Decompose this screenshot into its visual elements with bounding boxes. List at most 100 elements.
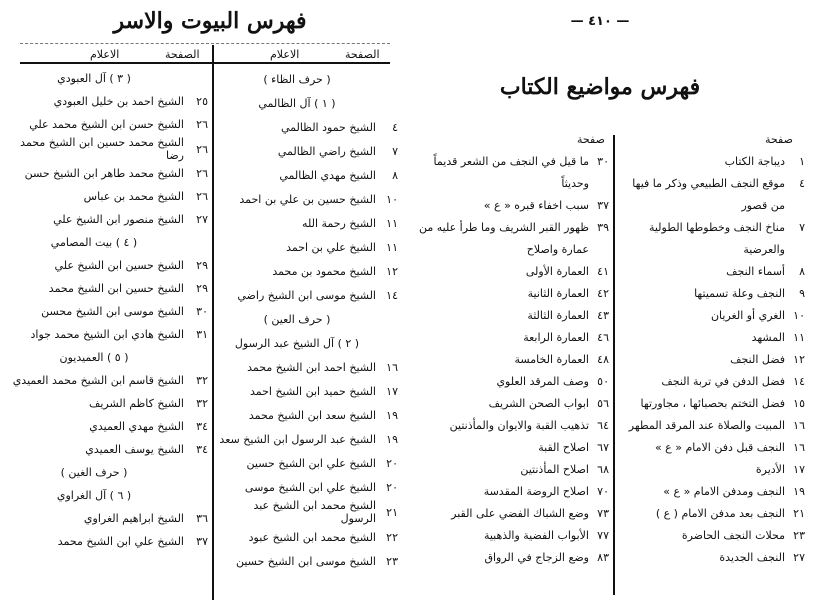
header-name-left: الاعلام	[90, 48, 120, 61]
right-page-column-divider	[613, 135, 615, 595]
entry-text: ( ٤ ) بيت المصامي	[50, 236, 138, 249]
index-entry: وحديثاً	[414, 172, 609, 194]
entry-text: مناخ النجف وخطوطها الطولية	[648, 220, 785, 234]
entry-text: الشيخ حمود الظالمي	[280, 120, 376, 134]
index-entry: ٣٩ ظهور القبر الشريف وما طرأ عليه من	[414, 216, 609, 238]
index-entry: ١٦ النجف قبل دفن الامام « ع »	[619, 436, 805, 458]
header-page-left: الصفحة	[165, 48, 200, 61]
entry-page-number: ٢٣	[793, 528, 805, 542]
entry-text: الشيخ موسى ابن الشيخ راضي	[237, 288, 376, 302]
index-entry: ٢١ النجف بعد مدفن الامام ( ع )	[619, 502, 805, 524]
entry-text: اصلاح القبة	[538, 440, 589, 454]
entry-page-number: ٢٣	[386, 554, 398, 568]
index-entry: ٤ موقع النجف الطبيعي وذكر ما فيها	[619, 172, 805, 194]
index-entry: ٥٦ ابواب الصحن الشريف	[414, 392, 609, 414]
entry-page-number: ٣١	[196, 328, 208, 341]
entry-page-number: ٨٣	[597, 550, 609, 564]
entry-text: الشيخ قاسم ابن الشيخ محمد العميدي	[12, 374, 184, 387]
index-entry: ٧ مناخ النجف وخطوطها الطولية	[619, 216, 805, 238]
entry-page-number: ٤٦	[597, 330, 609, 344]
index-entry: ١٥ فضل التختم بحصبائها ، مجاورتها	[619, 392, 805, 414]
entry-page-number: ١٦	[793, 440, 805, 454]
section-heading: ( ٤ ) بيت المصامي	[4, 231, 208, 254]
left-page-left-column: ( ٣ ) آل العبودي ٢٥ الشيخ احمد بن خليل الع…	[4, 67, 208, 553]
entry-page-number: ٥٦	[597, 396, 609, 410]
entry-text: الشيخ ابراهيم الغراوي	[83, 512, 184, 525]
entry-text: ظهور القبر الشريف وما طرأ عليه من	[418, 220, 589, 234]
index-entry: ٣٠ الشيخ موسى ابن الشيخ محسن	[4, 300, 208, 323]
entry-text: الشيخ هادي ابن الشيخ محمد جواد	[30, 328, 184, 341]
entry-text: ( حرف الغين )	[60, 466, 128, 479]
title-dashed-rule	[20, 43, 390, 44]
index-entry: ٧٧ الأبواب الفضية والذهبية	[414, 524, 609, 546]
entry-text: الشيخ موسى ابن الشيخ محسن	[41, 305, 184, 318]
entry-text: الشيخ علي ابن الشيخ موسى	[244, 480, 376, 494]
header-page-col-right: صفحة	[765, 133, 793, 146]
entry-text: الشيخ حسين بن علي بن احمد	[239, 192, 376, 206]
entry-page-number: ٧	[392, 144, 398, 158]
index-entry: ٧٣ وضع الشباك الفضي على القبر	[414, 502, 609, 524]
entry-text: الشيخ علي بن احمد	[286, 240, 376, 254]
index-entry: ٨ أسماء النجف	[619, 260, 805, 282]
header-page-col-left: صفحة	[577, 133, 605, 146]
entry-page-number: ١٦	[386, 360, 398, 374]
entry-text: وصف المرقد العلوي	[496, 374, 589, 388]
entry-text: الأبواب الفضية والذهبية	[483, 528, 589, 542]
entry-page-number: ٤٨	[597, 352, 609, 366]
entry-page-number: ٤	[799, 176, 805, 190]
entry-text: النجف الجديدة	[719, 550, 785, 564]
entry-text: العمارة الثانية	[527, 286, 589, 300]
index-entry: ٤٢ العمارة الثانية	[414, 282, 609, 304]
entry-page-number: ٣٧	[196, 535, 208, 548]
entry-text: وحديثاً	[561, 176, 589, 190]
entry-text: الشيخ علي ابن الشيخ محمد	[57, 535, 184, 548]
index-entry: ٨ الشيخ مهدي الظالمي	[218, 163, 398, 187]
entry-page-number: ١٦	[793, 418, 805, 432]
header-rule	[20, 62, 390, 64]
index-entry: ٤ الشيخ حمود الظالمي	[218, 115, 398, 139]
entry-text: النجف بعد مدفن الامام ( ع )	[655, 506, 785, 520]
index-entry: ٤٦ العمارة الرابعة	[414, 326, 609, 348]
entry-text: ما قيل في النجف من الشعر قديماً	[433, 154, 589, 168]
entry-text: الشيخ محمود بن محمد	[272, 264, 376, 278]
entry-page-number: ٦٤	[597, 418, 609, 432]
entry-text: الشيخ موسى ابن الشيخ حسين	[235, 554, 376, 568]
entry-page-number: ٢٦	[196, 167, 208, 180]
index-entry: ٦٤ تذهيب القبة والايوان والمأذنتين	[414, 414, 609, 436]
section-heading: ( حرف الغين )	[4, 461, 208, 484]
entry-text: العمارة الرابعة	[523, 330, 589, 344]
page-number: — ٤١٠ —	[570, 14, 630, 29]
entry-page-number: ٩	[799, 286, 805, 300]
entry-text: الشيخ محمد بن عباس	[83, 190, 184, 203]
index-entry: ٢٢ الشيخ محمد ابن الشيخ عبود	[218, 525, 398, 549]
index-entry: ٢٠ الشيخ علي ابن الشيخ موسى	[218, 475, 398, 499]
section-heading: ( ٢ ) آل الشيخ عبد الرسول	[218, 331, 398, 355]
entry-page-number: ١٥	[793, 396, 805, 410]
entry-text: الشيخ يوسف العميدي	[85, 443, 184, 456]
entry-page-number: ٢٠	[386, 480, 398, 494]
entry-text: النجف وعلة تسميتها	[694, 286, 785, 300]
index-entry: ١٩ النجف ومدفن الامام « ع »	[619, 480, 805, 502]
entry-page-number: ٢٦	[196, 118, 208, 131]
entry-page-number: ٢٩	[196, 282, 208, 295]
entry-text: النجف قبل دفن الامام « ع »	[654, 440, 785, 454]
index-entry: ٢٧ الشيخ منصور ابن الشيخ علي	[4, 208, 208, 231]
index-entry: ٣٢ الشيخ كاظم الشريف	[4, 392, 208, 415]
index-entry: ٣٦ الشيخ ابراهيم الغراوي	[4, 507, 208, 530]
index-entry: ٢٦ الشيخ محمد حسين ابن الشيخ محمد رضا	[4, 136, 208, 162]
entry-page-number: ١٢	[793, 352, 805, 366]
entry-page-number: ٤٣	[597, 308, 609, 322]
entry-text: ديباجة الكتاب	[724, 154, 785, 168]
entry-page-number: ٢٢	[386, 530, 398, 544]
index-entry: ٧٠ اصلاح الروضة المقدسة	[414, 480, 609, 502]
entry-text: الشيخ احمد بن خليل العبودي	[53, 95, 184, 108]
entry-text: الشيخ احمد ابن الشيخ محمد	[247, 360, 376, 374]
entry-page-number: ٢٧	[196, 213, 208, 226]
index-entry: ٧ الشيخ راضي الظالمي	[218, 139, 398, 163]
index-entry: ٢٣ الشيخ موسى ابن الشيخ حسين	[218, 549, 398, 573]
header-name-right: الاعلام	[270, 48, 300, 61]
entry-text: الغري أو الغريان	[710, 308, 785, 322]
entry-page-number: ١٠	[386, 192, 398, 206]
index-entry: ١٠ الشيخ حسين بن علي بن احمد	[218, 187, 398, 211]
entry-text: الشيخ كاظم الشريف	[88, 397, 184, 410]
